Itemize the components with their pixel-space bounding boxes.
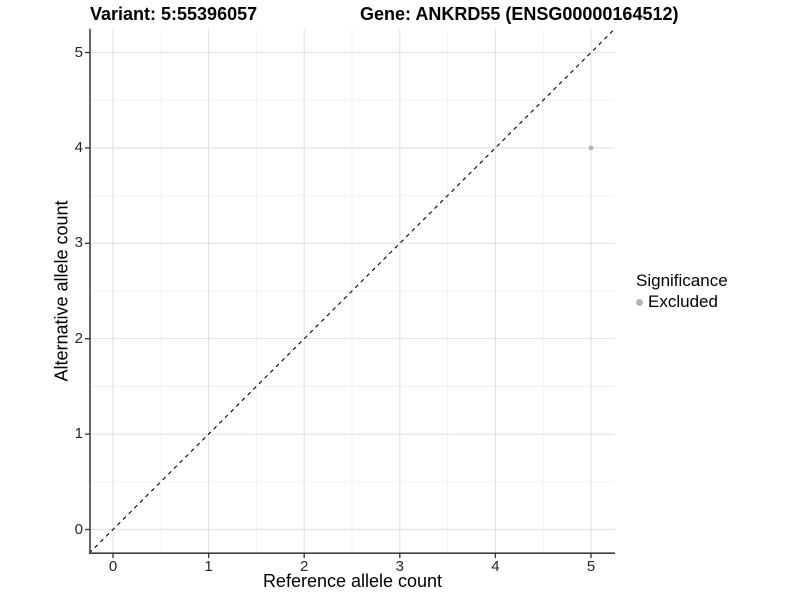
identity-dashed-line [88,28,616,554]
legend-title: Significance [636,271,728,290]
y-axis-title: Alternative allele count [51,200,72,382]
x-tick-label: 2 [300,558,309,575]
y-tick-label: 5 [74,43,83,61]
x-tick-label: 5 [586,558,596,575]
x-axis-title: Reference allele count [262,571,443,591]
y-tick-label: 2 [74,329,83,347]
legend-item-excluded: Excluded [636,292,728,312]
plot-title-gene: Gene: ANKRD55 (ENSG00000164512) [360,4,679,24]
x-tick-label: 3 [395,558,404,575]
y-tick-label: 4 [74,138,83,156]
y-tick-label: 1 [74,425,83,443]
y-tick-label: 0 [74,520,83,538]
legend-item-label: Excluded [648,292,718,311]
y-tick-label: 3 [74,234,83,252]
plot-title-variant: Variant: 5:55396057 [90,4,258,24]
x-tick-label: 1 [204,558,213,575]
x-tick-label: 0 [108,558,118,575]
data-point [588,145,594,151]
x-tick-label: 4 [491,558,500,575]
legend-point-icon [636,298,643,306]
legend: Significance Excluded [636,271,728,312]
